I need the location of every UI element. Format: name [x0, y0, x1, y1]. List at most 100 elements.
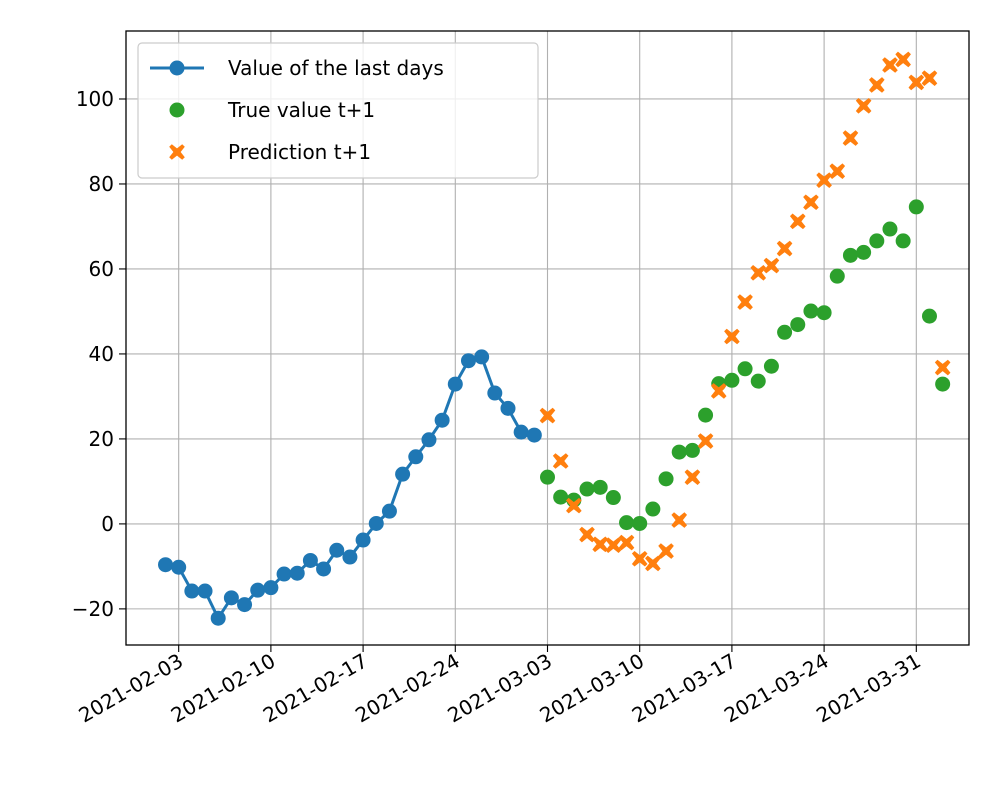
data-point [368, 515, 384, 531]
y-tick-label: 20 [89, 427, 114, 451]
data-point [592, 536, 608, 553]
data-point [553, 489, 569, 505]
data-point [895, 51, 911, 68]
data-point [869, 233, 885, 249]
data-point [223, 590, 239, 606]
data-point [552, 453, 569, 469]
data-point [908, 74, 925, 91]
data-point [882, 57, 898, 73]
legend-label: Prediction t+1 [228, 140, 371, 164]
series [539, 51, 951, 572]
y-tick-label: 100 [76, 87, 114, 111]
data-point [289, 565, 305, 581]
data-point [579, 481, 595, 497]
data-point [566, 497, 582, 514]
data-point [210, 610, 226, 626]
data-point [671, 444, 687, 460]
legend-box [137, 42, 539, 179]
data-point [500, 400, 516, 416]
data-point [619, 515, 635, 531]
data-point [921, 70, 938, 86]
data-point [355, 532, 371, 548]
data-point [184, 583, 200, 599]
data-point [460, 353, 476, 369]
data-point [816, 305, 832, 321]
y-tick-label: 40 [89, 342, 114, 366]
data-point [776, 240, 793, 257]
data-point [724, 372, 740, 388]
legend-label: Value of the last days [228, 56, 444, 80]
data-point [658, 471, 674, 487]
data-point [856, 244, 872, 260]
plot-data [158, 51, 951, 626]
data-point [671, 512, 688, 528]
legend-marker [169, 60, 185, 76]
data-point [408, 449, 424, 465]
data-point [513, 424, 529, 440]
data-point [750, 264, 767, 281]
legend: Value of the last days True value t+1 Pred… [137, 42, 539, 179]
data-point [842, 130, 859, 146]
data-point [540, 469, 555, 485]
data-point [618, 534, 635, 551]
data-point [605, 490, 621, 506]
data-point [777, 324, 793, 340]
y-tick-label: 0 [101, 512, 114, 536]
data-point [592, 479, 608, 495]
series [540, 199, 951, 531]
data-point [158, 557, 174, 573]
data-point [526, 427, 542, 443]
data-point [803, 194, 819, 211]
data-point [763, 358, 779, 374]
data-point [474, 349, 490, 365]
data-point [302, 552, 318, 568]
y-tick-label: 60 [89, 257, 114, 281]
data-point [816, 172, 832, 188]
data-point [803, 303, 819, 319]
data-point [698, 407, 714, 423]
data-point [539, 407, 556, 424]
legend-entry: Value of the last days [150, 56, 444, 80]
legend-entry: True value t+1 [169, 98, 375, 122]
data-point [684, 469, 701, 485]
data-point [171, 559, 187, 575]
data-point [276, 566, 292, 582]
legend-marker [169, 144, 185, 160]
legend-marker [169, 102, 185, 118]
data-point [487, 385, 503, 401]
data-point [882, 221, 898, 237]
data-point [395, 466, 411, 482]
data-point [921, 308, 937, 324]
data-point [763, 257, 780, 274]
data-point [697, 433, 714, 449]
data-point [869, 77, 885, 93]
data-point [342, 549, 358, 565]
data-point [645, 555, 661, 572]
legend-label: True value t+1 [227, 98, 375, 122]
data-point [645, 501, 661, 517]
data-point [842, 247, 858, 263]
data-point [908, 199, 924, 215]
data-point [935, 376, 951, 392]
series [158, 349, 542, 626]
data-point [447, 376, 463, 392]
data-point [724, 328, 740, 345]
data-point [250, 582, 266, 598]
data-point [579, 526, 595, 543]
y-tick-label: −20 [72, 597, 114, 621]
data-point [421, 432, 437, 448]
y-tick-label: 80 [89, 172, 114, 196]
data-point [750, 373, 766, 389]
data-point [829, 163, 846, 180]
data-point [710, 383, 727, 399]
data-point [237, 597, 253, 613]
data-point [895, 233, 911, 249]
data-point [829, 268, 845, 284]
data-point [658, 543, 674, 559]
legend-entry: Prediction t+1 [169, 140, 371, 164]
data-point [631, 550, 648, 567]
data-point [855, 97, 872, 114]
data-point [316, 561, 332, 577]
